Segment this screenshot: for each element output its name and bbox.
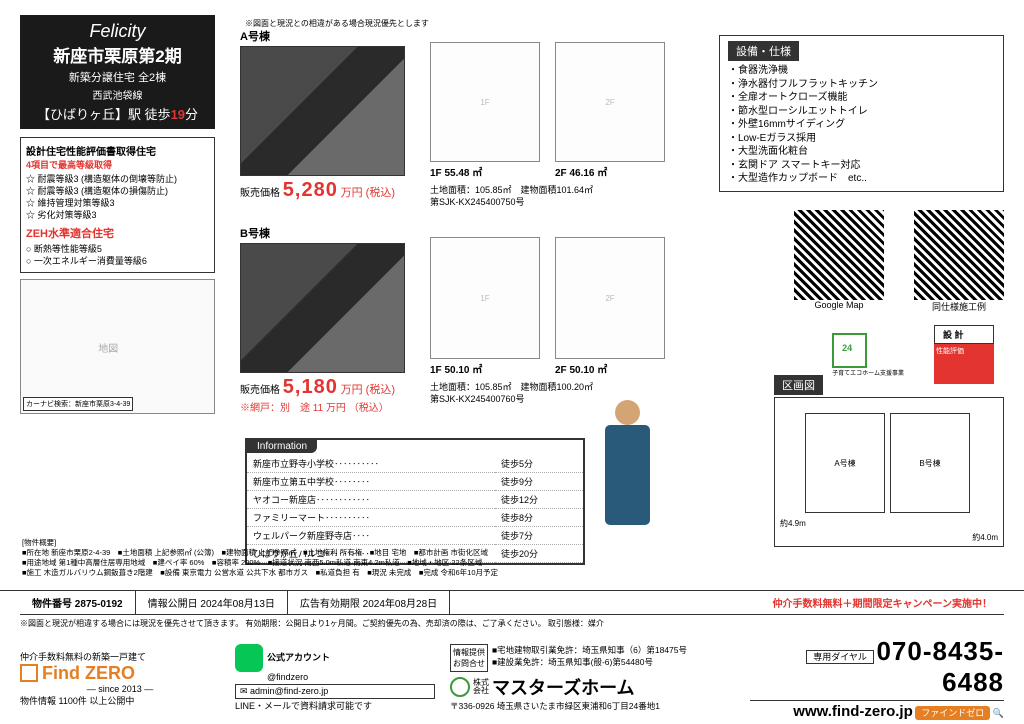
spec-item: 玄関ドア スマートキー対応: [728, 159, 995, 173]
provider-label: 情報提供 お問合せ: [450, 644, 488, 672]
spec-item: 大型洗面化粧台: [728, 145, 995, 159]
bldg-b-render: [240, 243, 405, 373]
findzero-box: 仲介手数料無料の新築一戸建て Find ZERO — since 2013 — …: [20, 650, 220, 707]
building-b: B号棟 販売価格 5,180 万円 (税込) ※網戸：別 途 11 万円 （税込…: [240, 225, 405, 414]
tel-label: 専用ダイヤル: [806, 650, 874, 664]
footer: 物件番号 2875-0192 情報公開日 2024年08月13日 広告有効期限 …: [0, 590, 1024, 724]
qr-icon: [794, 210, 884, 300]
house-24-icon: [832, 333, 867, 368]
rating-header: 設計住宅性能評価書取得住宅: [26, 143, 209, 158]
rail-line: 西武池袋線: [30, 87, 205, 102]
spec-item: 節水型ローシルエットトイレ: [728, 105, 995, 119]
campaign-text: 仲介手数料無料＋期間限定キャンペーン実施中！: [450, 591, 1004, 614]
spec-item: 浄水器付フルフラットキッチン: [728, 78, 995, 92]
title-box: Felicity 新座市栗原第2期 新築分譲住宅 全2棟 西武池袋線 【ひばりヶ…: [20, 15, 215, 129]
line-box: 公式アカウント@findzero ✉ admin@find-zero.jp LI…: [235, 644, 435, 712]
line-icon: [235, 644, 263, 672]
qr-sample: 同仕様施工例: [914, 210, 1004, 313]
exp-date: 広告有効期限 2024年08月28日: [288, 591, 450, 614]
spec-item: 食器洗浄機: [728, 64, 995, 78]
property-summary: [物件概要] ■所在地 新座市栗原2-4-39 ■土地面積 上記参照㎡ (公簿)…: [22, 538, 1002, 579]
bldg-a-price: 販売価格 5,280 万円 (税込): [240, 179, 405, 202]
bldg-a-details: 土地面積：105.85㎡ 建物面積101.64㎡ 第SJK-KX24540075…: [430, 185, 593, 208]
salesman-icon: [600, 400, 655, 540]
spec-item: 大型造作カップボード etc..: [728, 172, 995, 186]
project-title: 新座市栗原第2期: [30, 42, 205, 67]
info-row: ヤオコー新座店‥‥‥‥‥‥徒歩12分: [247, 491, 583, 509]
qr-icon: [914, 210, 1004, 300]
nav-address: カーナビ検索：新座市栗原3-4-39: [23, 397, 133, 411]
building-a: A号棟 販売価格 5,280 万円 (税込): [240, 28, 405, 202]
tel-box: 専用ダイヤル 070-8435-6488 www.find-zero.jp ファ…: [750, 636, 1004, 720]
rating-item: ☆ 耐震等級3 (構造躯体の倒壊等防止): [26, 173, 209, 185]
bldg-b-fp2: 2F 2F 50.10 ㎡: [555, 237, 665, 376]
plot-header: 区画図: [774, 375, 823, 395]
info-row: 新座市立野寺小学校‥‥‥‥‥徒歩5分: [247, 455, 583, 473]
fz-icon: [20, 664, 38, 682]
masters-logo-icon: [450, 677, 470, 697]
bldg-b-price: 販売価格 5,180 万円 (税込): [240, 376, 405, 399]
info-header: Information: [247, 440, 317, 453]
plot-b: B号棟: [890, 413, 970, 513]
station: 【ひばりヶ丘】駅 徒歩19分: [30, 104, 205, 123]
flyer-page: Felicity 新座市栗原第2期 新築分譲住宅 全2棟 西武池袋線 【ひばりヶ…: [0, 0, 1024, 724]
bldg-a-label: A号棟: [240, 28, 405, 44]
zeh-label: ZEH水準適合住宅: [26, 225, 209, 241]
summary-header: [物件概要]: [22, 538, 1002, 548]
bldg-b-details: 土地面積：105.85㎡ 建物面積100.20㎡ 第SJK-KX24540076…: [430, 382, 593, 405]
spec-item: Low-Eガラス採用: [728, 132, 995, 146]
summary-line: ■施工 木造ガルバリウム鋼鈑葺き2階建 ■設備 東京電力 公営水道 公共下水 都…: [22, 568, 1002, 578]
bldg-b-fp1: 1F 1F 50.10 ㎡: [430, 237, 540, 376]
bldg-b-label: B号棟: [240, 225, 405, 241]
content-area: Felicity 新座市栗原第2期 新築分譲住宅 全2棟 西武池袋線 【ひばりヶ…: [0, 0, 1024, 590]
eco-home-badge: 子育てエコホーム支援事業: [832, 333, 904, 377]
search-icon: 🔍: [993, 708, 1004, 718]
spec-item: 全扉オートクローズ機能: [728, 91, 995, 105]
bldg-a-fp2: 2F 2F 46.16 ㎡: [555, 42, 665, 179]
rating-box: 設計住宅性能評価書取得住宅 4項目で最高等級取得 ☆ 耐震等級3 (構造躯体の倒…: [20, 137, 215, 273]
provider-box: 情報提供 お問合せ ■宅地建物取引業免許：埼玉県知事（6）第18475号 ■建設…: [450, 644, 735, 712]
email: ✉ admin@find-zero.jp: [235, 684, 435, 699]
rating-item: ☆ 耐震等級3 (構造躯体の損傷防止): [26, 185, 209, 197]
spec-item: 外壁16mmサイディング: [728, 118, 995, 132]
plot-section: 区画図 A号棟 B号棟 約4.9m 約4.0m: [774, 375, 1004, 547]
fz-badge: ファインドゼロ: [915, 706, 990, 720]
info-row: 新座市立第五中学校‥‥‥‥徒歩9分: [247, 473, 583, 491]
bldg-a-fp1: 1F 1F 55.48 ㎡: [430, 42, 540, 179]
spec-list: 食器洗浄機 浄水器付フルフラットキッチン 全扉オートクローズ機能 節水型ローシル…: [728, 64, 995, 186]
location-map: カーナビ検索：新座市栗原3-4-39: [20, 279, 215, 414]
qr-google: Google Map: [794, 210, 884, 313]
screen-door-note: ※網戸：別 途 11 万円 （税込）: [240, 399, 405, 414]
footer-note: ※図面と現況が相違する場合には現況を優先させて頂きます。 有効期限：公開日より1…: [20, 615, 1004, 632]
website-url: www.find-zero.jp: [793, 703, 912, 720]
zeh-item: ○ 断熱等性能等級5: [26, 243, 209, 255]
summary-line: ■用途地域 第1種中高層住居専用地域 ■建ペイ率 60% ■容積率 200% ■…: [22, 558, 1002, 568]
project-sub: 新築分譲住宅 全2棟: [30, 69, 205, 85]
plot-a: A号棟: [805, 413, 885, 513]
spec-header: 設備・仕様: [728, 41, 799, 61]
rating-subheader: 4項目で最高等級取得: [26, 158, 209, 171]
rating-item: ☆ 維持管理対策等級3: [26, 197, 209, 209]
plot-diagram: A号棟 B号棟 約4.9m 約4.0m: [774, 397, 1004, 547]
zeh-item: ○ 一次エネルギー消費量等級6: [26, 255, 209, 267]
rating-list: ☆ 耐震等級3 (構造躯体の倒壊等防止) ☆ 耐震等級3 (構造躯体の損傷防止)…: [26, 173, 209, 222]
provider-name: マスターズホーム: [492, 674, 635, 700]
summary-line: ■所在地 新座市栗原2-4-39 ■土地面積 上記参照㎡ (公簿) ■建物面積 …: [22, 548, 1002, 558]
bldg-a-render: [240, 46, 405, 176]
spec-box: 設備・仕様 食器洗浄機 浄水器付フルフラットキッチン 全扉オートクローズ機能 節…: [719, 35, 1004, 192]
qr-row: Google Map 同仕様施工例: [794, 210, 1004, 313]
pub-date: 情報公開日 2024年08月13日: [136, 591, 288, 614]
findzero-logo: Find ZERO: [20, 663, 220, 684]
footer-meta-row: 物件番号 2875-0192 情報公開日 2024年08月13日 広告有効期限 …: [20, 591, 1004, 615]
info-row: ファミリーマート‥‥‥‥‥徒歩8分: [247, 509, 583, 527]
footer-contact-row: 仲介手数料無料の新築一戸建て Find ZERO — since 2013 — …: [20, 632, 1004, 720]
prop-num: 物件番号 2875-0192: [20, 591, 136, 614]
rating-item: ☆ 劣化対策等級3: [26, 209, 209, 221]
tel-number: 070-8435-6488: [876, 636, 1004, 697]
felicity: Felicity: [30, 21, 205, 42]
zeh-list: ○ 断熱等性能等級5 ○ 一次エネルギー消費量等級6: [26, 243, 209, 267]
